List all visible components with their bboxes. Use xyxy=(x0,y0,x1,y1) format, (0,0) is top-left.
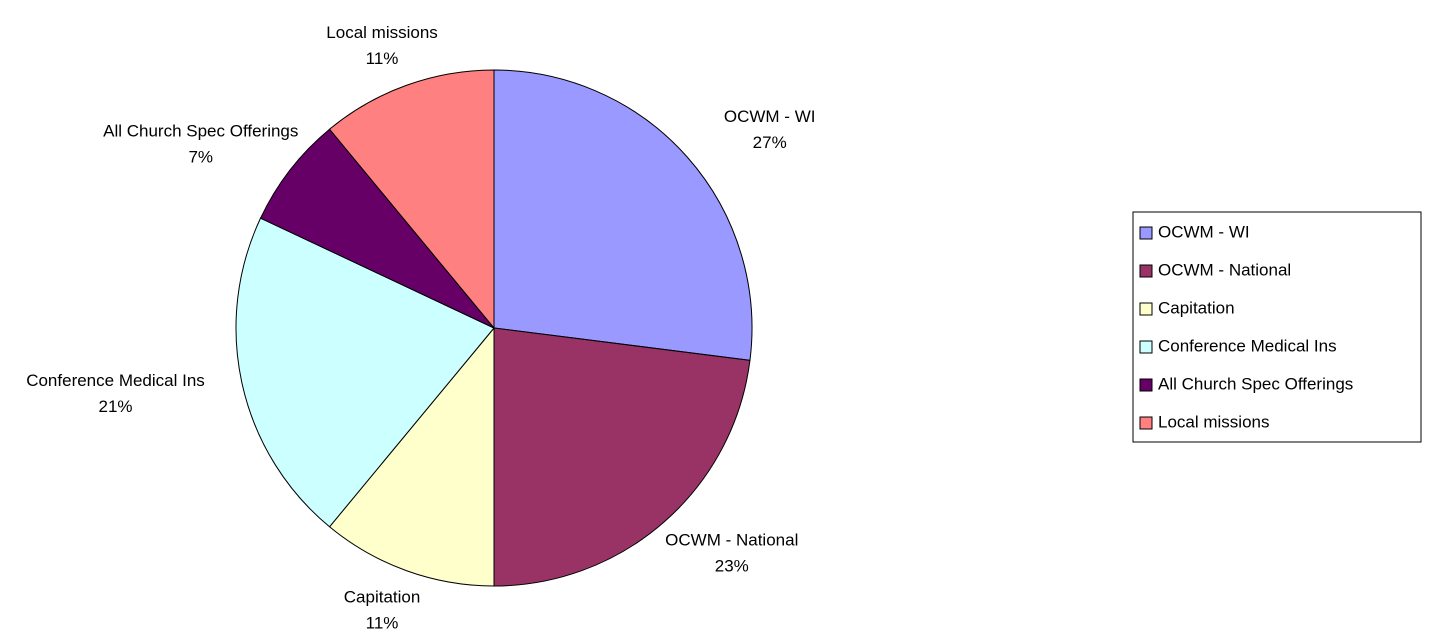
slice-label: OCWM - WI xyxy=(724,107,816,126)
pie-slice xyxy=(328,69,495,330)
pie-slice xyxy=(328,326,495,587)
legend-swatch xyxy=(1139,378,1153,392)
slice-label: All Church Spec Offerings xyxy=(103,122,298,141)
pie-slice xyxy=(259,128,495,329)
legend-swatch xyxy=(1139,340,1153,354)
slice-value-label: 27% xyxy=(753,133,787,152)
legend-swatch xyxy=(1139,226,1153,240)
legend-swatch xyxy=(1139,302,1153,316)
legend-swatch xyxy=(1139,264,1153,278)
pie-slice xyxy=(493,327,751,587)
legend-label: OCWM - WI xyxy=(1158,222,1250,241)
slice-value-label: 11% xyxy=(366,49,399,68)
pie-slice xyxy=(235,217,495,528)
slice-value-label: 23% xyxy=(715,557,749,576)
legend-label: OCWM - National xyxy=(1158,260,1291,279)
legend-swatch xyxy=(1139,416,1153,430)
legend-box xyxy=(1132,211,1422,443)
legend-label: All Church Spec Offerings xyxy=(1158,374,1353,393)
pie-slice xyxy=(493,69,753,361)
slice-value-label: 21% xyxy=(98,397,132,416)
slice-label: Capitation xyxy=(344,588,421,607)
legend-label: Capitation xyxy=(1158,298,1235,317)
slice-value-label: 11% xyxy=(366,614,399,633)
legend-label: Conference Medical Ins xyxy=(1158,336,1337,355)
slice-label: Local missions xyxy=(326,23,438,42)
slice-value-label: 7% xyxy=(188,148,213,167)
legend-label: Local missions xyxy=(1158,412,1270,431)
slice-label: Conference Medical Ins xyxy=(26,371,205,390)
slice-label: OCWM - National xyxy=(665,531,798,550)
